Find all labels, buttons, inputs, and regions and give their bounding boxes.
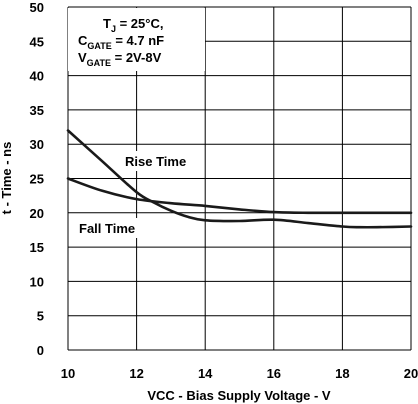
y-tick-label: 15 xyxy=(30,240,44,255)
condition-cgate: CGATE = 4.7 nF xyxy=(78,33,164,51)
y-tick-label: 45 xyxy=(30,34,44,49)
y-tick-label: 25 xyxy=(30,172,44,187)
condition-vgate: VGATE = 2V-8V xyxy=(78,50,162,68)
series-line-fall-time xyxy=(66,177,413,215)
y-tick-label: 30 xyxy=(30,137,44,152)
y-tick-label: 20 xyxy=(30,206,44,221)
series-label-fall-time: Fall Time xyxy=(79,221,135,236)
y-tick-label: 10 xyxy=(30,274,44,289)
x-tick-label: 12 xyxy=(129,366,143,381)
x-tick-labels: 10 12 14 16 18 20 xyxy=(61,366,418,381)
series-line-rise-time xyxy=(66,129,413,229)
y-tick-labels: 0 5 10 15 20 25 30 35 40 45 50 xyxy=(30,0,44,358)
y-axis-label: t - Time - ns xyxy=(0,142,14,215)
y-tick-label: 50 xyxy=(30,0,44,15)
x-tick-label: 18 xyxy=(335,366,349,381)
y-tick-label: 0 xyxy=(37,343,44,358)
series-label-rise-time: Rise Time xyxy=(125,154,186,169)
fall-label-bg xyxy=(73,218,147,238)
condition-tj: TJ = 25°C, xyxy=(103,16,163,34)
y-tick-label: 35 xyxy=(30,103,44,118)
x-tick-label: 20 xyxy=(404,366,418,381)
grid xyxy=(67,6,412,351)
y-tick-label: 5 xyxy=(37,309,44,324)
x-tick-label: 10 xyxy=(61,366,75,381)
x-tick-label: 16 xyxy=(267,366,281,381)
x-axis-label: VCC - Bias Supply Voltage - V xyxy=(147,388,331,403)
y-tick-label: 40 xyxy=(30,69,44,84)
conditions-box xyxy=(68,8,205,71)
rise-label-bg xyxy=(118,151,196,171)
x-tick-label: 14 xyxy=(198,366,213,381)
series-lines xyxy=(66,129,413,229)
